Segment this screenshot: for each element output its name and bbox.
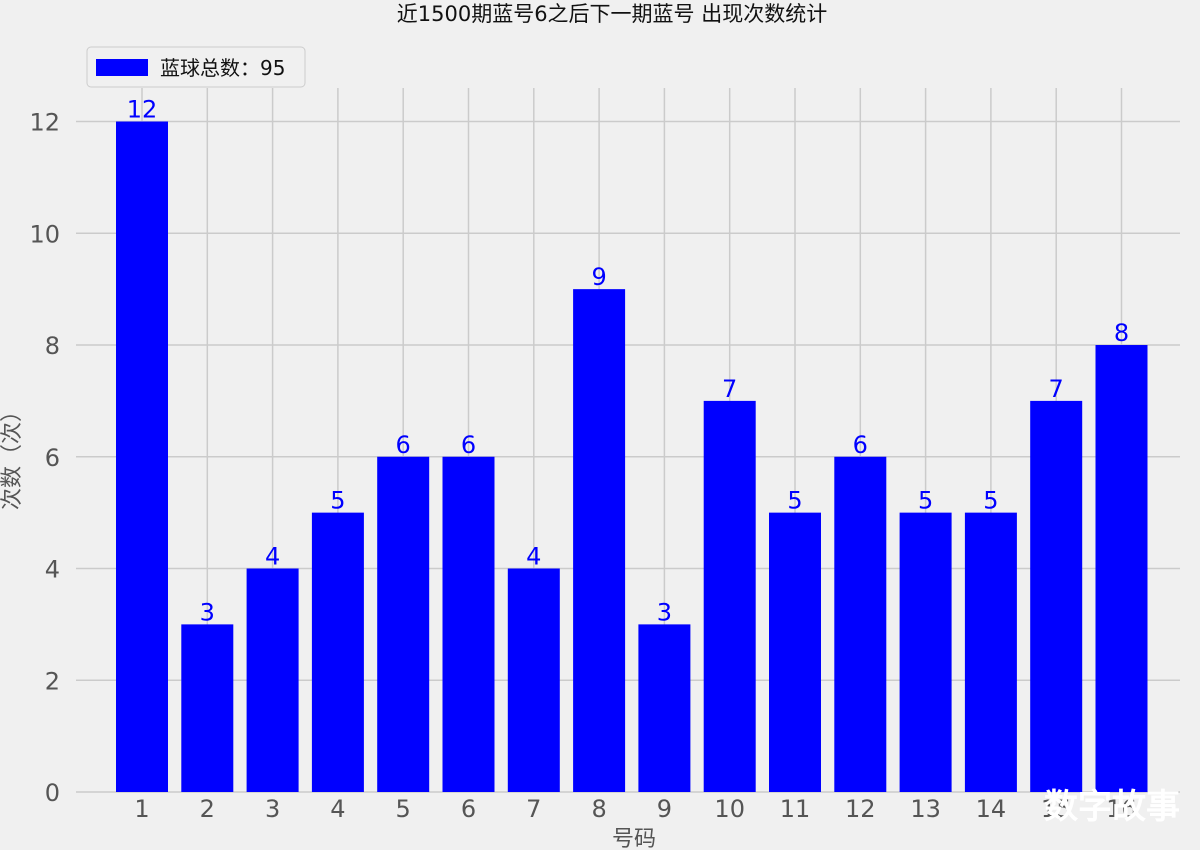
bar — [116, 121, 168, 793]
bar-value-label: 7 — [722, 375, 737, 403]
y-tick-label: 8 — [45, 332, 60, 360]
x-tick-label: 10 — [714, 795, 745, 823]
x-tick-label: 5 — [396, 795, 411, 823]
y-tick-label: 6 — [45, 444, 60, 472]
chart-title: 近1500期蓝号6之后下一期蓝号 出现次数统计 — [397, 2, 827, 26]
bar — [507, 568, 560, 792]
x-tick-label: 2 — [200, 795, 215, 823]
x-tick-label: 11 — [780, 795, 811, 823]
bar — [899, 512, 952, 792]
legend-box — [86, 46, 306, 88]
x-axis-label: 号码 — [612, 827, 656, 850]
bar-value-label: 8 — [1114, 319, 1129, 347]
bar-value-label: 5 — [787, 487, 802, 515]
x-tick-label: 16 — [1106, 795, 1137, 823]
bar-value-label: 5 — [983, 487, 998, 515]
x-tick-label: 8 — [591, 795, 606, 823]
legend: 蓝球总数：95 — [86, 46, 306, 88]
bar — [377, 456, 430, 792]
x-tick-label: 15 — [1041, 795, 1072, 823]
bar — [769, 512, 821, 792]
bar-value-label: 5 — [918, 487, 933, 515]
x-tick-label: 6 — [461, 795, 476, 823]
bar-value-label: 7 — [1049, 375, 1064, 403]
bar-value-label: 6 — [853, 431, 868, 459]
bar — [181, 624, 234, 792]
bar — [311, 512, 364, 792]
y-tick-label: 12 — [29, 109, 60, 137]
x-tick-label: 7 — [526, 795, 541, 823]
watermark-text: 数字故事 — [1044, 787, 1180, 827]
bar-value-label: 9 — [591, 263, 606, 291]
bar-value-label: 5 — [330, 487, 345, 515]
x-tick-label: 3 — [265, 795, 280, 823]
x-tick-label: 4 — [330, 795, 345, 823]
legend-swatch — [96, 59, 148, 76]
bar — [442, 456, 495, 792]
x-tick-label: 9 — [657, 795, 672, 823]
bar-value-label: 6 — [396, 431, 411, 459]
x-tick-label: 13 — [910, 795, 941, 823]
bar — [834, 456, 887, 792]
bar-value-label: 4 — [526, 543, 541, 571]
legend-entry-label: 蓝球总数：95 — [160, 56, 285, 80]
bar — [638, 624, 691, 792]
bar — [703, 400, 756, 792]
bar — [246, 568, 299, 792]
bar-value-label: 3 — [657, 598, 672, 626]
bars — [116, 121, 1148, 793]
y-tick-label: 10 — [29, 220, 60, 248]
bar-value-label: 6 — [461, 431, 476, 459]
y-axis-label: 次数（次） — [0, 400, 25, 510]
bar — [1030, 400, 1083, 792]
y-tick-label: 2 — [45, 667, 60, 695]
x-tick-label: 14 — [976, 795, 1007, 823]
x-tick-label: 1 — [134, 795, 149, 823]
bar-value-label: 4 — [265, 543, 280, 571]
bar-value-label: 12 — [127, 96, 158, 124]
bar-value-label: 3 — [200, 598, 215, 626]
x-tick-label: 12 — [845, 795, 876, 823]
y-tick-label: 4 — [45, 556, 60, 584]
bar — [964, 512, 1017, 792]
bar — [1095, 345, 1148, 792]
y-tick-label: 0 — [45, 779, 60, 807]
bar — [573, 289, 626, 792]
data-labels: 12 3 4 5 6 6 4 9 3 7 5 6 5 5 7 8 — [127, 96, 1129, 627]
